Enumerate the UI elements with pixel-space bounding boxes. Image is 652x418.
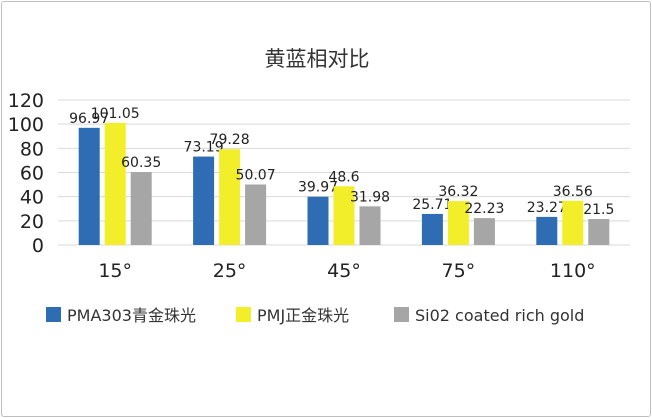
x-tick-label: 75° bbox=[442, 260, 476, 282]
data-label: 48.6 bbox=[328, 169, 359, 185]
data-label: 50.07 bbox=[236, 167, 276, 183]
y-tick-label: 20 bbox=[20, 211, 44, 233]
bar bbox=[219, 149, 241, 245]
bar bbox=[104, 122, 126, 245]
x-axis: 15° 25° 45° 75° 110° bbox=[98, 260, 595, 282]
data-label: 36.56 bbox=[553, 184, 593, 200]
bar bbox=[78, 127, 100, 245]
data-label: 22.23 bbox=[464, 201, 504, 217]
data-label: 73.19 bbox=[184, 140, 224, 156]
bar bbox=[130, 172, 152, 245]
x-tick-label: 15° bbox=[98, 260, 132, 282]
legend-swatch bbox=[236, 307, 251, 322]
gridlines bbox=[58, 99, 630, 246]
x-tick-label: 110° bbox=[550, 260, 596, 282]
bar bbox=[193, 156, 215, 245]
legend-label: Si02 coated rich gold bbox=[415, 306, 584, 325]
bar bbox=[359, 206, 381, 245]
data-label: 39.97 bbox=[298, 180, 338, 196]
x-tick-label: 45° bbox=[327, 260, 361, 282]
bar bbox=[588, 219, 610, 245]
data-label: 25.71 bbox=[412, 197, 452, 213]
bar bbox=[473, 218, 495, 245]
data-label: 60.35 bbox=[121, 155, 161, 171]
y-tick-label: 40 bbox=[20, 187, 44, 209]
bar bbox=[447, 201, 469, 245]
y-tick-label: 80 bbox=[20, 138, 44, 160]
y-tick-label: 0 bbox=[32, 235, 44, 257]
bar bbox=[307, 196, 329, 245]
data-label: 79.28 bbox=[210, 132, 250, 148]
bars: 96.97 73.19 39.97 25.71 23.27 101.05 79.28 48.6… bbox=[69, 106, 614, 245]
data-label: 96.97 bbox=[69, 111, 109, 127]
data-label: 23.27 bbox=[527, 200, 567, 216]
y-tick-label: 100 bbox=[8, 114, 44, 136]
y-tick-label: 60 bbox=[20, 163, 44, 185]
data-label: 31.98 bbox=[350, 189, 390, 205]
legend-swatch bbox=[394, 307, 409, 322]
y-tick-label: 120 bbox=[8, 90, 44, 112]
bar bbox=[421, 213, 443, 245]
bar bbox=[536, 216, 558, 245]
bar bbox=[333, 186, 355, 245]
bar bbox=[245, 184, 267, 245]
legend-swatch bbox=[46, 307, 61, 322]
legend-label: PMA303青金珠光 bbox=[67, 306, 196, 325]
bar bbox=[562, 200, 584, 245]
data-label: 101.05 bbox=[91, 106, 140, 122]
chart-title: 黄蓝相对比 bbox=[265, 47, 370, 71]
data-label: 21.5 bbox=[583, 202, 614, 218]
x-tick-label: 25° bbox=[213, 260, 247, 282]
legend: PMA303青金珠光 PMJ正金珠光 Si02 coated rich gold bbox=[46, 306, 584, 325]
data-label: 36.32 bbox=[438, 184, 478, 200]
legend-label: PMJ正金珠光 bbox=[257, 306, 349, 325]
